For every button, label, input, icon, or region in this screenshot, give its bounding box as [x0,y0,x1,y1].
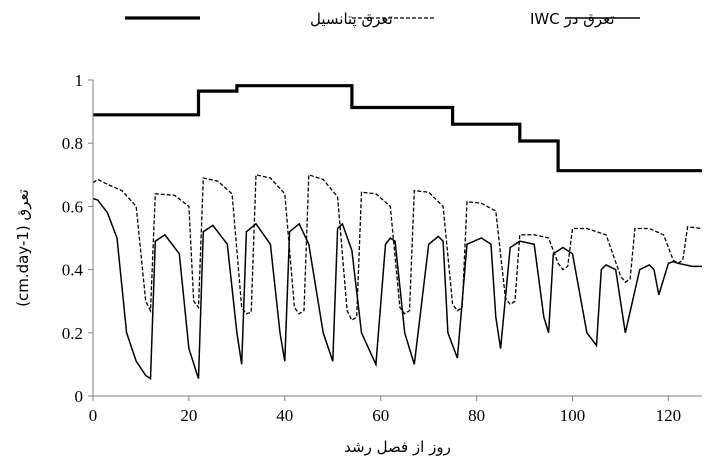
series-line-0 [93,84,702,173]
series-line-2 [92,197,702,380]
y-tick-label: 0.4 [62,261,84,280]
y-tick-label: 0.6 [62,197,83,216]
y-axis-title: تعرق (cm.day-1) [14,189,32,307]
x-axis-title: روز از فصل رشد [344,438,451,456]
x-tick-label: 40 [276,406,293,425]
y-tick-label: 0.8 [62,134,83,153]
legend-label-1: تعرق در IWC [530,10,615,28]
x-tick-label: 120 [656,406,682,425]
x-tick-label: 100 [560,406,586,425]
x-tick-label: 0 [89,406,98,425]
plot-area [92,84,703,380]
x-tick-label: 60 [372,406,389,425]
y-tick-label: 0 [75,387,84,406]
axes: 0 0.2 0.4 0.6 0.8 1 0 20 40 60 80 100 120 [62,71,702,425]
y-tick-label: 0.2 [62,324,83,343]
series-line-1 [92,173,703,322]
x-tick-label: 80 [468,406,485,425]
legend-label-0: تعرق پتانسیل [310,10,393,29]
y-tick-label: 1 [75,71,84,90]
x-tick-label: 20 [180,406,197,425]
